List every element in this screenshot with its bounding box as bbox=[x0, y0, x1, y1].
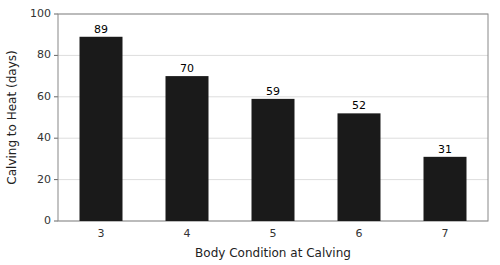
bar bbox=[80, 37, 123, 221]
plot-frame bbox=[58, 14, 488, 221]
y-tick-label: 40 bbox=[37, 131, 51, 144]
x-tick-label: 5 bbox=[270, 227, 277, 240]
x-tick-label: 3 bbox=[98, 227, 105, 240]
bar bbox=[338, 113, 381, 221]
data-label: 52 bbox=[352, 99, 366, 112]
y-tick bbox=[54, 221, 58, 222]
bar bbox=[424, 157, 467, 221]
y-tick-label: 0 bbox=[44, 214, 51, 227]
y-tick bbox=[54, 179, 58, 180]
x-tick-label: 7 bbox=[442, 227, 449, 240]
data-label: 59 bbox=[266, 85, 280, 98]
bar bbox=[252, 99, 295, 221]
y-tick-label: 80 bbox=[37, 48, 51, 61]
y-tick-label: 100 bbox=[30, 7, 51, 20]
x-tick-label: 6 bbox=[356, 227, 363, 240]
data-label: 70 bbox=[180, 62, 194, 75]
x-axis-label: Body Condition at Calving bbox=[195, 246, 351, 260]
y-tick bbox=[54, 96, 58, 97]
data-label: 31 bbox=[438, 143, 452, 156]
chart-container: 0 20 40 60 80 100 3 4 5 6 7 89 70 59 52 31 Body Conditio… bbox=[0, 0, 500, 265]
y-tick-label: 60 bbox=[37, 90, 51, 103]
y-tick-label: 20 bbox=[37, 173, 51, 186]
y-tick bbox=[54, 55, 58, 56]
chart: 0 20 40 60 80 100 3 4 5 6 7 89 70 59 52 31 Body Conditio… bbox=[0, 0, 500, 265]
bars bbox=[80, 37, 467, 221]
y-tick bbox=[54, 138, 58, 139]
axes: 0 20 40 60 80 100 3 4 5 6 7 bbox=[30, 7, 488, 240]
y-tick bbox=[54, 14, 58, 15]
y-axis-label: Calving to Heat (days) bbox=[5, 50, 19, 184]
data-label: 89 bbox=[94, 23, 108, 36]
bar bbox=[166, 76, 209, 221]
grid bbox=[58, 14, 488, 221]
x-tick-label: 4 bbox=[184, 227, 191, 240]
data-labels: 89 70 59 52 31 bbox=[94, 23, 452, 156]
